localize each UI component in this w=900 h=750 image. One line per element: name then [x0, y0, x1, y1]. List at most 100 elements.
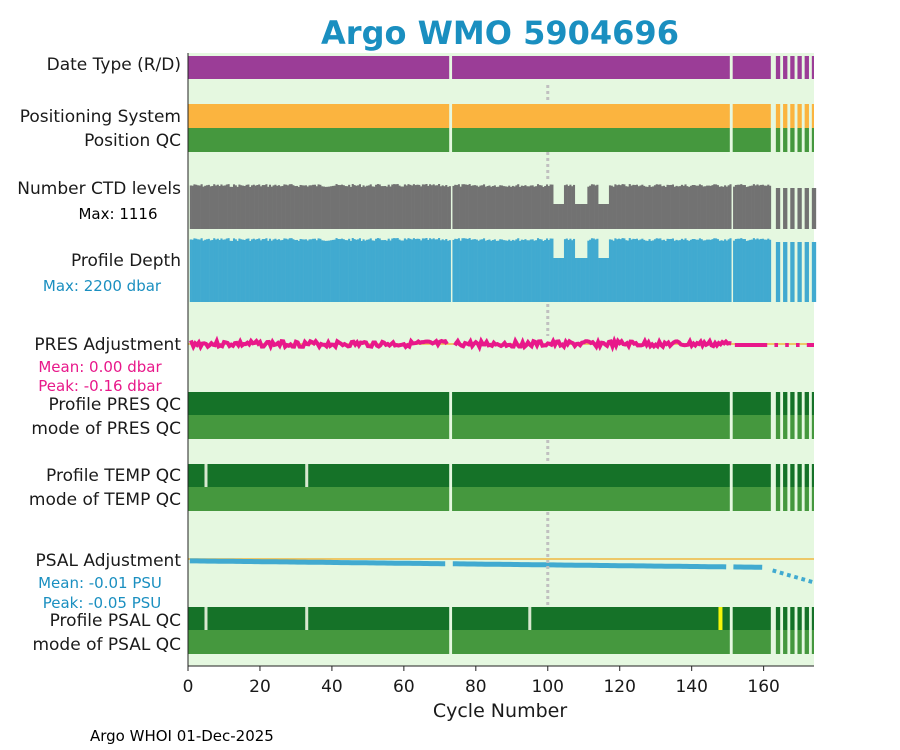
x-tick-label: 140: [675, 677, 707, 697]
ctd-levels-bar-profile: [402, 186, 405, 229]
profile-depth-bar-profile: [677, 240, 680, 302]
mode-temp-qc-bar-segment: [732, 487, 771, 511]
ctd-levels-bar-profile: [409, 184, 412, 229]
profile-temp-qc-bar-segment: [783, 464, 788, 487]
ctd-levels-bar-profile: [634, 185, 637, 229]
profile-depth-bar-profile: [492, 240, 495, 302]
x-axis-label: Cycle Number: [433, 700, 567, 722]
positioning-system-bar-segment: [188, 104, 450, 128]
ctd-levels-bar-profile: [725, 186, 728, 229]
profile-depth-bar-profile: [538, 239, 541, 302]
profile-depth-bar-profile: [679, 240, 682, 302]
ctd-levels-bar-profile: [736, 184, 739, 229]
profile-depth-bar-profile: [411, 239, 414, 302]
ctd-levels-bar-profile: [445, 185, 448, 229]
profile-depth-bar-profile: [396, 238, 399, 302]
profile-depth-bar-profile: [641, 238, 644, 302]
profile-depth-bar-profile: [724, 239, 727, 302]
profile-depth-bar-profile: [286, 239, 290, 302]
ctd-levels-bar-profile: [625, 186, 628, 229]
profile-depth-bar-profile: [693, 239, 696, 302]
row-label-mode-pres-qc: mode of PRES QC: [31, 419, 181, 439]
profile-depth-bar-profile: [484, 240, 487, 302]
ctd-levels-bar-profile: [697, 185, 700, 229]
mode-temp-qc-bar-segment: [775, 487, 781, 511]
ctd-levels-bar-profile: [501, 185, 504, 229]
profile-depth-bar-profile: [380, 240, 383, 302]
date-type-bar-segment: [783, 56, 788, 79]
profile-depth-bar-profile: [797, 242, 802, 302]
profile-depth-bar-profile: [587, 240, 590, 302]
profile-depth-bar-profile: [527, 240, 531, 302]
ctd-levels-bar-profile: [357, 185, 360, 229]
profile-depth-bar-profile: [198, 239, 201, 302]
ctd-levels-bar-profile: [598, 204, 601, 229]
profile-depth-bar-profile: [493, 239, 496, 302]
ctd-levels-bar-profile: [261, 185, 264, 229]
ctd-levels-bar-profile: [686, 186, 689, 229]
psal-adjustment-series: [189, 558, 446, 567]
mode-temp-qc-bar-segment: [790, 487, 795, 511]
profile-depth-bar-profile: [563, 239, 567, 302]
ctd-levels-bar-profile: [594, 185, 597, 229]
ctd-levels-bar-profile: [281, 185, 284, 229]
mode-psal-qc-bar-segment: [804, 630, 809, 654]
profile-depth-bar-profile: [364, 240, 367, 302]
profile-depth-bar-profile: [466, 238, 469, 302]
ctd-levels-bar-profile: [324, 186, 327, 229]
ctd-levels-bar-profile: [607, 204, 610, 229]
profile-depth-bar-profile: [646, 240, 649, 302]
row-label-position-qc: Position QC: [84, 131, 181, 151]
mode-temp-qc-bar-segment: [797, 487, 802, 511]
profile-depth-bar-profile: [655, 238, 658, 302]
profile-depth-bar-profile: [479, 239, 482, 302]
profile-depth-bar-profile: [594, 239, 597, 302]
profile-depth-bar-profile: [213, 238, 216, 302]
profile-depth-bar-profile: [378, 238, 381, 302]
ctd-levels-bar-profile: [193, 184, 196, 229]
profile-depth-bar-profile: [560, 258, 563, 302]
ctd-levels-bar-profile: [290, 184, 293, 229]
profile-depth-bar-profile: [499, 239, 502, 302]
ctd-levels-bar-profile: [545, 184, 549, 229]
chart-title: Argo WMO 5904696: [321, 14, 679, 52]
ctd-levels-bar-profile: [367, 185, 370, 229]
profile-depth-bar-profile: [367, 239, 370, 302]
profile-depth-bar-profile: [195, 238, 198, 302]
profile-depth-bar-profile: [623, 238, 626, 302]
profile-depth-bar-profile: [468, 238, 471, 302]
ctd-levels-bar-profile: [346, 186, 349, 229]
profile-depth-bar-profile: [758, 239, 761, 302]
profile-depth-bar-profile: [189, 239, 192, 302]
row-label-psal-adjustment: PSAL Adjustment: [36, 551, 182, 571]
mode-psal-qc-bar-segment: [452, 630, 730, 654]
ctd-levels-bar-profile: [441, 185, 444, 229]
ctd-levels-bar-profile: [811, 188, 817, 229]
profile-depth-bar-profile: [270, 240, 273, 302]
profile-depth-bar-profile: [331, 239, 335, 302]
ctd-levels-bar-profile: [477, 186, 480, 229]
profile-depth-bar-profile: [760, 238, 763, 302]
ctd-levels-bar-profile: [378, 184, 381, 229]
ctd-levels-bar-profile: [734, 185, 737, 229]
profile-depth-bar-profile: [625, 240, 628, 302]
profile-depth-bar-profile: [607, 258, 610, 302]
profile-depth-bar-profile: [635, 238, 639, 302]
date-type-bar-segment: [811, 56, 814, 79]
ctd-levels-bar-profile: [749, 185, 752, 229]
ctd-levels-bar-profile: [635, 184, 639, 229]
ctd-levels-bar-profile: [241, 185, 245, 229]
ctd-levels-bar-profile: [448, 186, 451, 229]
profile-depth-bar-profile: [707, 239, 710, 302]
profile-depth-bar-profile: [495, 240, 498, 302]
profile-depth-bar-profile: [725, 240, 728, 302]
row-label-profile-pres-qc: Profile PRES QC: [48, 395, 181, 415]
ctd-levels-bar-profile: [355, 185, 358, 229]
positioning-system-bar-segment: [732, 104, 771, 128]
ctd-levels-bar-profile: [715, 184, 718, 229]
ctd-levels-bar-profile: [752, 184, 755, 229]
ctd-levels-bar-profile: [655, 184, 658, 229]
profile-psal-qc-bar-segment: [783, 607, 788, 630]
ctd-levels-bar-profile: [265, 184, 268, 229]
ctd-levels-bar-profile: [497, 186, 500, 229]
